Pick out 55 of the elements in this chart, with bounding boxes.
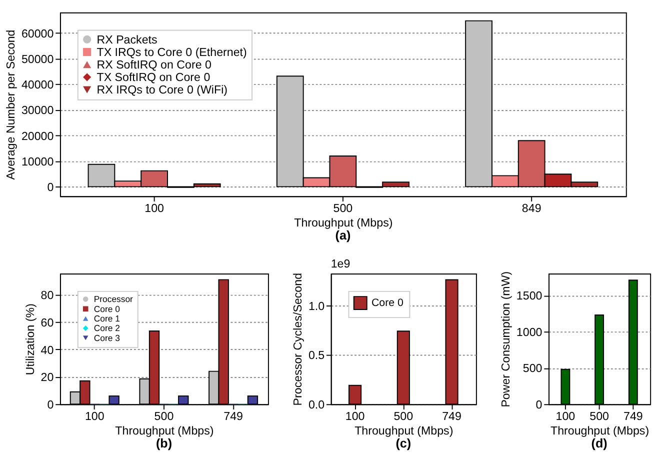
y-tick-label: 50000 — [21, 53, 54, 66]
y-tick-label: 80 — [40, 289, 54, 302]
legend-label: TX IRQs to Core 0 (Ethernet) — [96, 46, 248, 59]
legend-label: Core 1 — [94, 313, 120, 324]
y-tick-label: 20 — [40, 371, 54, 384]
legend-label: RX IRQs to Core 0 (WiFi) — [96, 84, 228, 97]
x-tick-label: 100 — [84, 410, 104, 424]
y-axis-title: Utilization (%) — [24, 303, 38, 376]
x-tick-label: 500 — [590, 410, 609, 424]
y-axis-title: Power Consumption (mW) — [500, 271, 513, 408]
y-tick-label: 20000 — [21, 130, 54, 143]
x-axis-title: Throughput (Mbps) — [550, 424, 650, 438]
x-tick-label: 749 — [623, 410, 643, 424]
text: (c) — [396, 436, 412, 451]
x-axis-title: Throughput (Mbps) — [294, 216, 393, 230]
y-tick-label: 0 — [47, 181, 54, 194]
x-tick-label: 100 — [556, 410, 576, 424]
text: 1e9 — [330, 258, 350, 271]
y-tick-label: 60000 — [21, 27, 54, 40]
text: (a) — [335, 228, 351, 243]
legend-label: RX SoftIRQ on Core 0 — [96, 58, 212, 72]
x-tick-label: 500 — [154, 410, 174, 424]
y-tick-label: 0.5 — [308, 349, 325, 362]
x-tick-label: 500 — [333, 202, 353, 216]
y-tick-label: 30000 — [21, 104, 54, 118]
y-tick-label: 60 — [40, 316, 54, 330]
legend-label: TX SoftIRQ on Core 0 — [96, 71, 210, 84]
y-tick-label: 500 — [522, 362, 542, 376]
legend-label: Core 2 — [94, 323, 120, 334]
y-tick-label: 10000 — [21, 155, 54, 168]
text: (b) — [156, 436, 172, 451]
legend-label: Processor — [94, 294, 134, 304]
y-tick-label: 1500 — [516, 290, 542, 303]
x-axis-title: Throughput (Mbps) — [354, 424, 454, 438]
y-tick-label: 40000 — [21, 78, 54, 92]
legend-label: RX Packets — [96, 33, 158, 46]
y-tick-label: 1000 — [516, 326, 542, 339]
legend-label: Core 0 — [94, 304, 120, 314]
text: (d) — [591, 436, 608, 451]
legend-label: Core 3 — [94, 332, 120, 343]
y-tick-label: 0 — [47, 398, 54, 412]
y-tick-label: 40 — [40, 344, 54, 357]
y-tick-label: 0 — [536, 398, 542, 412]
x-tick-label: 100 — [144, 202, 164, 216]
x-tick-label: 100 — [345, 410, 365, 424]
x-tick-label: 500 — [394, 410, 414, 424]
y-tick-label: 1.0 — [308, 300, 325, 313]
legend-label: Core 0 — [371, 296, 404, 309]
x-tick-label: 749 — [442, 410, 462, 424]
x-axis-title: Throughput (Mbps) — [115, 424, 214, 438]
x-tick-label: 849 — [522, 202, 542, 216]
y-axis-title: Processor Cycles/Second — [292, 272, 305, 406]
y-tick-label: 0.0 — [308, 398, 325, 412]
x-tick-label: 749 — [224, 410, 243, 424]
y-axis-title: Average Number per Second — [4, 30, 18, 180]
